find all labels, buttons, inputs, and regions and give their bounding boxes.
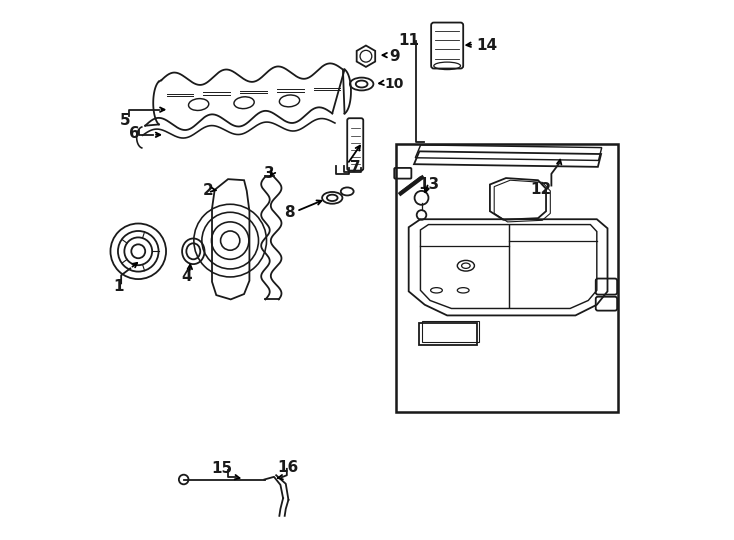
- Text: 6: 6: [129, 126, 140, 141]
- Text: 14: 14: [476, 38, 498, 53]
- Text: 7: 7: [350, 160, 360, 175]
- Text: 11: 11: [398, 33, 419, 48]
- Text: 2: 2: [203, 184, 214, 198]
- Text: 16: 16: [277, 460, 299, 475]
- Text: 1: 1: [113, 279, 123, 294]
- Text: 9: 9: [390, 49, 400, 64]
- Text: 4: 4: [181, 269, 192, 284]
- Text: 12: 12: [530, 183, 551, 197]
- Text: 5: 5: [120, 113, 131, 128]
- Text: 15: 15: [211, 461, 232, 476]
- Text: 10: 10: [384, 77, 404, 91]
- Text: 3: 3: [264, 166, 275, 181]
- Bar: [396, 144, 618, 411]
- Text: 13: 13: [418, 177, 440, 192]
- Text: 8: 8: [284, 205, 295, 220]
